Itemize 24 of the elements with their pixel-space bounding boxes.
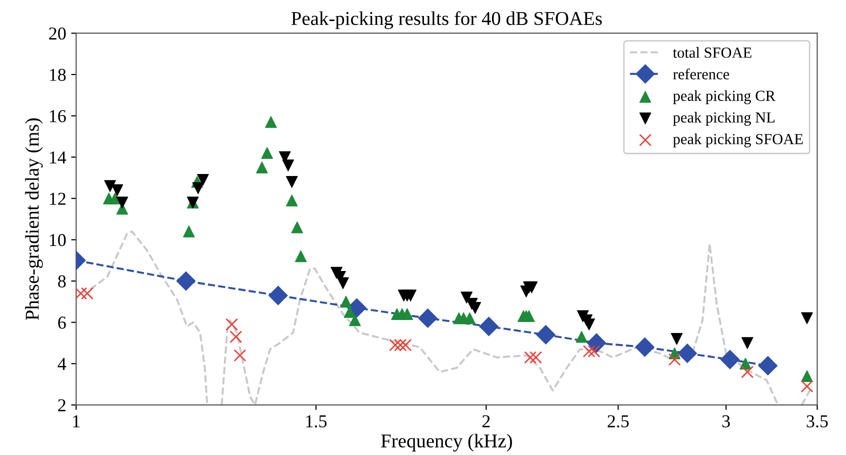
chart-title: Peak-picking results for 40 dB SFOAEs (291, 11, 602, 30)
y-tick-label: 18 (50, 68, 66, 81)
y-tick-label: 4 (58, 358, 66, 370)
legend-label: peak picking NL (673, 112, 775, 126)
y-tick-label: 12 (50, 192, 66, 205)
x-tick-label: 1 (73, 415, 80, 428)
y-tick-label: 16 (50, 110, 66, 122)
y-tick-label: 20 (49, 27, 66, 40)
y-tick-label: 2 (58, 399, 66, 412)
legend-label: peak picking CR (673, 90, 776, 104)
y-tick-label: 6 (58, 316, 66, 329)
y-tick-label: 14 (50, 151, 66, 164)
x-tick-label: 1.5 (306, 415, 327, 428)
x-tick-label: 2 (482, 415, 490, 428)
y-tick-label: 8 (58, 275, 66, 288)
x-tick-label: 3.5 (806, 415, 828, 428)
legend-label: peak picking SFOAE (673, 133, 803, 148)
legend-label: total SFOAE (672, 47, 752, 58)
y-axis-title: Phase-gradient delay (ms) (25, 118, 43, 320)
x-tick-label: 3 (722, 415, 730, 428)
x-axis-title: Frequency (kHz) (381, 434, 512, 452)
legend-label: reference (673, 68, 730, 80)
y-tick-label: 10 (50, 234, 66, 246)
x-tick-label: 2.5 (608, 415, 629, 428)
